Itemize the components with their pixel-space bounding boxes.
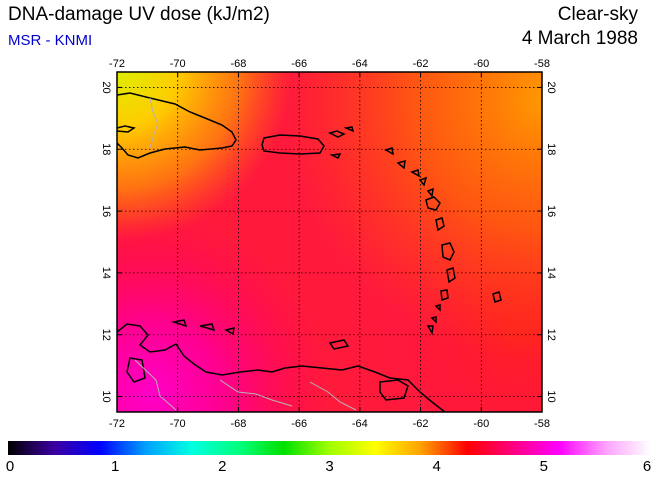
virgin-islands xyxy=(327,126,355,160)
st-vincent xyxy=(440,289,449,302)
lon-label-bottom: -64 xyxy=(352,418,368,430)
lon-label-top: -62 xyxy=(413,58,429,70)
date-label: 4 March 1988 xyxy=(521,28,638,49)
lon-label-top: -70 xyxy=(170,58,186,70)
colorbar-tick-label: 2 xyxy=(218,458,227,475)
data-source-label: MSR - KNMI xyxy=(8,32,93,49)
maracaibo-lake xyxy=(126,357,146,383)
lat-label-left: 16 xyxy=(100,205,112,217)
colorbar-tick-label: 1 xyxy=(110,458,120,475)
lon-label-top: -58 xyxy=(534,58,550,70)
colorbar-tick-label: 4 xyxy=(432,458,441,475)
lon-label-top: -64 xyxy=(352,58,368,70)
lon-label-bottom: -62 xyxy=(413,418,429,430)
lesser-antilles-north xyxy=(384,147,434,198)
lat-label-right: 12 xyxy=(545,329,557,341)
lon-label-top: -60 xyxy=(473,58,489,70)
lon-label-bottom: -72 xyxy=(109,418,125,430)
venezuela-coast xyxy=(116,323,446,413)
puerto-rico-coast xyxy=(261,134,325,155)
coastlines xyxy=(116,92,502,413)
colorbar-tick-label: 0 xyxy=(5,458,15,475)
lat-label-right: 14 xyxy=(545,267,557,279)
lat-label-right: 18 xyxy=(545,143,557,155)
colorbar-tick-label: 5 xyxy=(539,458,548,475)
margarita xyxy=(328,339,350,350)
sky-condition-label: Clear-sky xyxy=(557,4,638,25)
lat-label-left: 18 xyxy=(100,143,112,155)
map-title: DNA-damage UV dose (kJ/m2) xyxy=(8,4,270,25)
map-frame xyxy=(116,71,543,413)
colorbar xyxy=(8,441,651,455)
graticule xyxy=(117,72,542,412)
lat-label-left: 20 xyxy=(100,81,112,93)
lon-label-top: -68 xyxy=(230,58,246,70)
st-lucia xyxy=(446,267,456,284)
lon-label-bottom: -58 xyxy=(534,418,550,430)
grenadines xyxy=(426,304,441,336)
lon-label-bottom: -70 xyxy=(170,418,186,430)
dose-field xyxy=(117,72,542,412)
colorbar-tick-label: 6 xyxy=(642,458,652,475)
lat-label-left: 12 xyxy=(100,329,112,341)
dominica xyxy=(435,217,445,232)
lat-label-right: 16 xyxy=(545,205,557,217)
barbados xyxy=(492,291,502,303)
abc-islands xyxy=(171,319,235,336)
lon-label-top: -66 xyxy=(291,58,307,70)
trinidad xyxy=(379,379,409,401)
lon-label-top: -72 xyxy=(109,58,125,70)
lon-label-bottom: -68 xyxy=(230,418,246,430)
lon-label-bottom: -60 xyxy=(473,418,489,430)
martinique xyxy=(441,242,455,261)
colorbar-tick-label: 3 xyxy=(325,458,334,475)
guadeloupe xyxy=(425,196,441,211)
borders xyxy=(134,97,357,411)
lat-label-left: 10 xyxy=(100,390,112,402)
haiti-peninsula xyxy=(116,125,136,133)
lat-label-right: 20 xyxy=(545,81,557,93)
lat-label-left: 14 xyxy=(100,267,112,279)
hispaniola-coast xyxy=(116,92,237,159)
lat-label-right: 10 xyxy=(545,390,557,402)
lon-label-bottom: -66 xyxy=(291,418,307,430)
